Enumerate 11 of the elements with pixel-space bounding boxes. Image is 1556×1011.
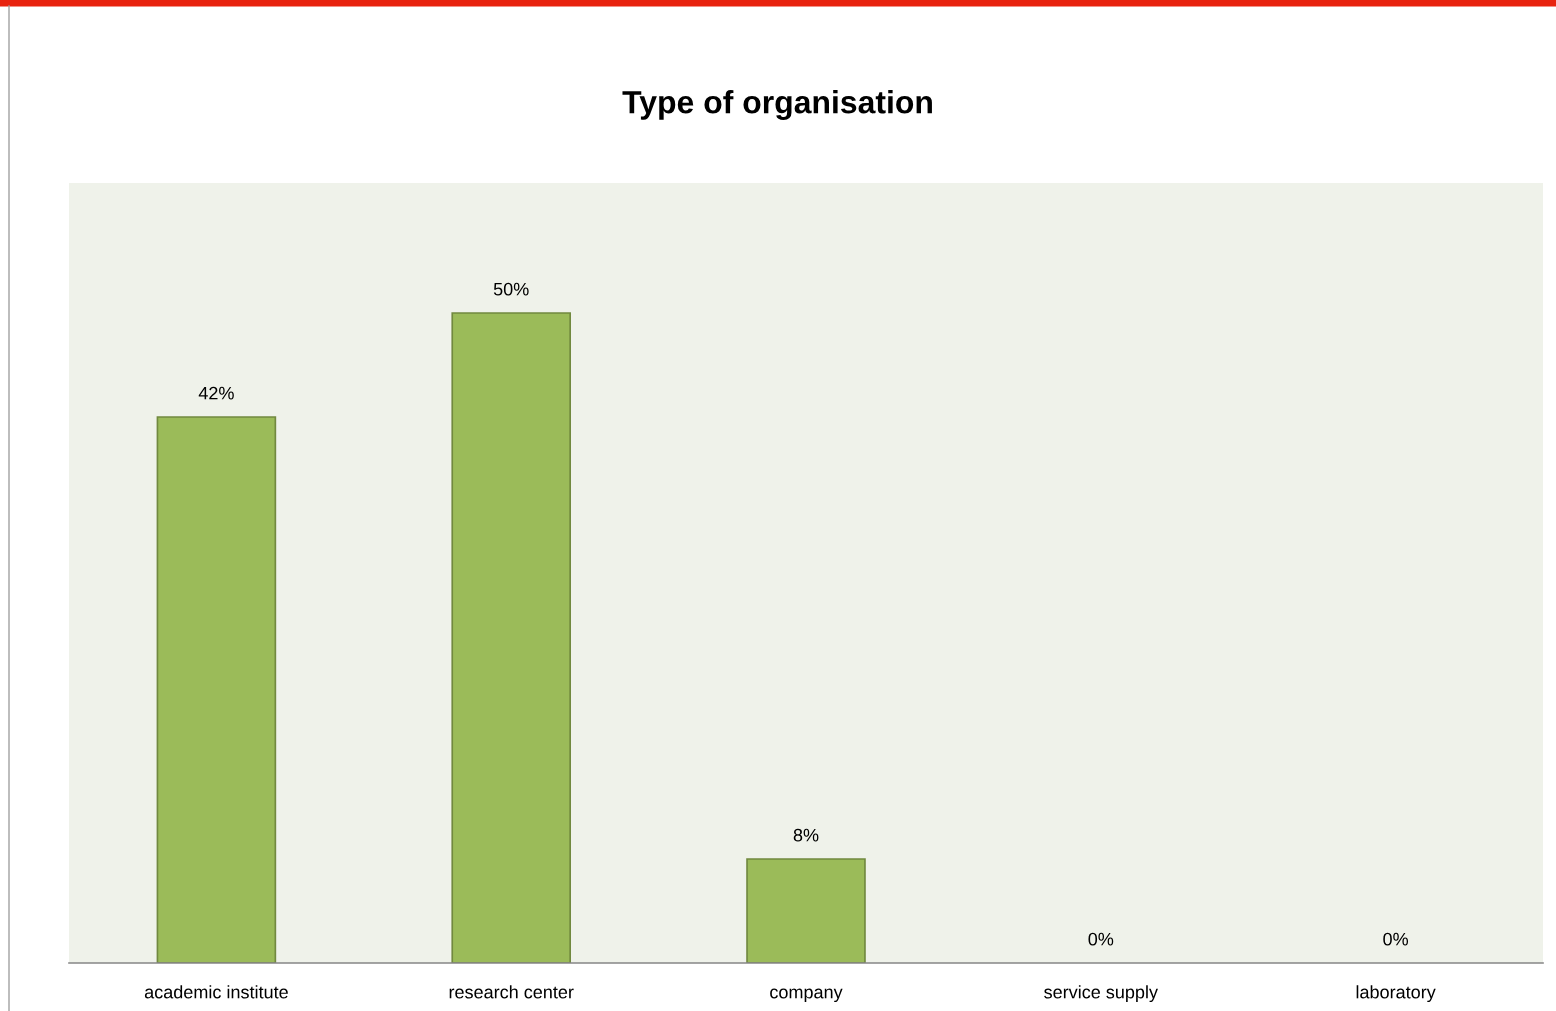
data-label: 42%: [198, 386, 234, 400]
chart-title: Type of organisation: [622, 90, 932, 120]
x-tick-label: academic institute: [144, 985, 288, 999]
data-label: 0%: [1383, 932, 1409, 946]
data-label: 8%: [793, 828, 819, 842]
x-tick-label: service supply: [1044, 985, 1158, 1003]
data-label: 50%: [493, 282, 529, 296]
x-tick-label: laboratory: [1356, 985, 1436, 1003]
x-tick-label: research center: [449, 985, 574, 999]
x-tick-label: company: [770, 988, 843, 1003]
data-label: 0%: [1088, 932, 1114, 946]
